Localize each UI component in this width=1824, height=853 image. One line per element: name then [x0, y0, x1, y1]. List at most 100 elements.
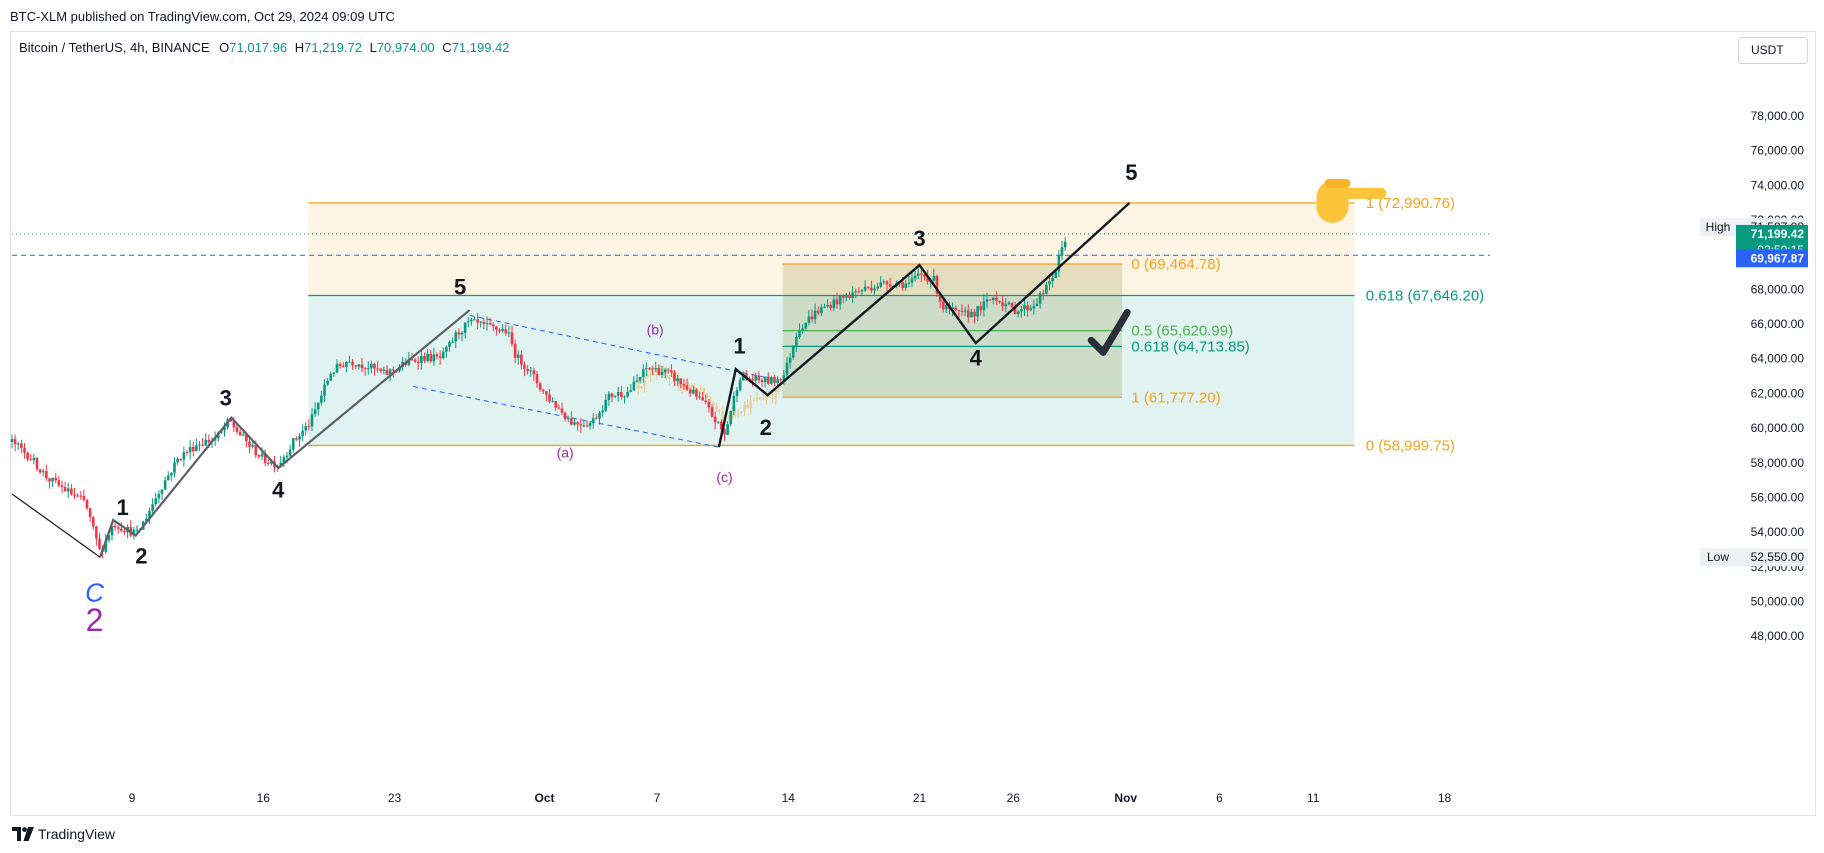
wave-label-13: C — [85, 577, 104, 607]
candle-body — [426, 353, 429, 361]
ghost-candle-body — [677, 378, 681, 387]
candle-body — [270, 461, 273, 464]
candle-body — [826, 304, 829, 307]
candle-body — [751, 379, 754, 381]
candle-body — [716, 421, 720, 423]
candle-body — [470, 319, 473, 322]
candle-body — [651, 368, 654, 370]
ghost-candle-body — [777, 389, 781, 392]
candle-body — [773, 377, 776, 383]
candle-body — [601, 410, 604, 413]
candle-body — [382, 369, 386, 371]
candle-body — [926, 276, 929, 282]
check-mark-icon — [1087, 308, 1131, 356]
candle-body — [485, 323, 489, 325]
candle-body — [813, 310, 817, 320]
wave-label-14: 2 — [86, 602, 104, 638]
candle-body — [104, 540, 108, 552]
currency-button[interactable]: USDT — [1738, 37, 1808, 64]
wave-label-6: 2 — [760, 415, 772, 440]
candle-body — [1032, 306, 1036, 309]
candle-body — [351, 361, 354, 366]
candle-body — [654, 367, 658, 370]
candle-body — [788, 357, 792, 363]
candle-body — [620, 392, 623, 397]
blue-price-box — [1736, 249, 1808, 268]
candle-body — [701, 397, 704, 401]
candle-body — [191, 446, 195, 452]
candle-body — [1023, 305, 1026, 310]
candle-body — [529, 370, 533, 372]
candle-body — [754, 375, 758, 381]
candle-body — [1041, 293, 1045, 295]
candle-body — [726, 424, 729, 435]
high-tag-label: High — [1706, 220, 1731, 234]
wave-label-12: (c) — [716, 469, 732, 485]
tradingview-logo[interactable]: TradingView — [12, 826, 115, 842]
candle-body — [235, 427, 239, 432]
candle-body — [735, 390, 739, 396]
candle-body — [504, 329, 508, 334]
candle-body — [541, 389, 545, 392]
fib-0618-teal-label: 0.618 (67,646.20) — [1366, 288, 1484, 305]
candle-body — [48, 478, 51, 482]
candle-body — [698, 396, 701, 398]
candle-body — [660, 372, 664, 375]
candle-body — [329, 374, 333, 381]
x-tick-label: 9 — [129, 791, 136, 805]
candle-body — [957, 310, 961, 312]
x-tick-label: 16 — [257, 791, 271, 805]
y-tick-label: 74,000.00 — [1751, 178, 1805, 192]
candle-body — [163, 480, 167, 490]
candle-body — [776, 379, 779, 383]
symbol-info-bar[interactable]: Bitcoin / TetherUS, 4h, BINANCE O71,017.… — [19, 40, 510, 55]
candle-body — [804, 322, 808, 329]
x-tick-label: Oct — [534, 791, 554, 805]
candle-body — [591, 418, 595, 424]
candle-body — [445, 346, 448, 352]
fib-0618-green-label: 0.618 (64,713.85) — [1131, 338, 1249, 355]
candle-body — [248, 441, 251, 447]
ghost-candle-body — [733, 410, 737, 413]
candle-body — [982, 301, 986, 311]
wave-label-1: 2 — [135, 543, 147, 568]
ghost-candle-body — [755, 397, 759, 400]
candle-body — [1026, 305, 1029, 311]
candle-body — [326, 380, 329, 385]
wave-label-3: 4 — [272, 477, 285, 502]
candle-body — [466, 321, 470, 323]
candle-body — [823, 306, 826, 308]
candle-body — [223, 427, 226, 431]
candle-body — [645, 368, 648, 370]
candle-body — [610, 393, 614, 397]
candle-body — [641, 369, 645, 377]
ghost-candle-body — [761, 399, 765, 401]
candle-body — [882, 281, 886, 283]
candle-body — [816, 310, 820, 314]
y-tick-label: 62,000.00 — [1751, 386, 1805, 400]
candle-body — [232, 421, 236, 428]
candle-body — [110, 525, 114, 536]
candle-body — [873, 288, 876, 291]
candle-body — [160, 489, 164, 494]
x-tick-label: 11 — [1307, 791, 1320, 805]
candle-body — [91, 517, 95, 527]
candle-body — [366, 368, 370, 370]
candle-body — [998, 300, 1001, 303]
candle-body — [879, 282, 883, 287]
candle-body — [332, 372, 336, 375]
candle-body — [1054, 271, 1058, 278]
candle-body — [579, 424, 583, 426]
candle-body — [238, 431, 242, 436]
candle-body — [41, 471, 45, 473]
hand-thumb — [1324, 178, 1351, 188]
candle-body — [795, 337, 798, 346]
candle-body — [1038, 293, 1042, 304]
published-info: BTC-XLM published on TradingView.com, Oc… — [10, 9, 395, 24]
candle-body — [510, 332, 514, 344]
candle-body — [320, 395, 323, 403]
wave-label-5: 1 — [733, 334, 745, 359]
x-tick-label: 6 — [1216, 791, 1223, 805]
candle-body — [107, 535, 111, 541]
